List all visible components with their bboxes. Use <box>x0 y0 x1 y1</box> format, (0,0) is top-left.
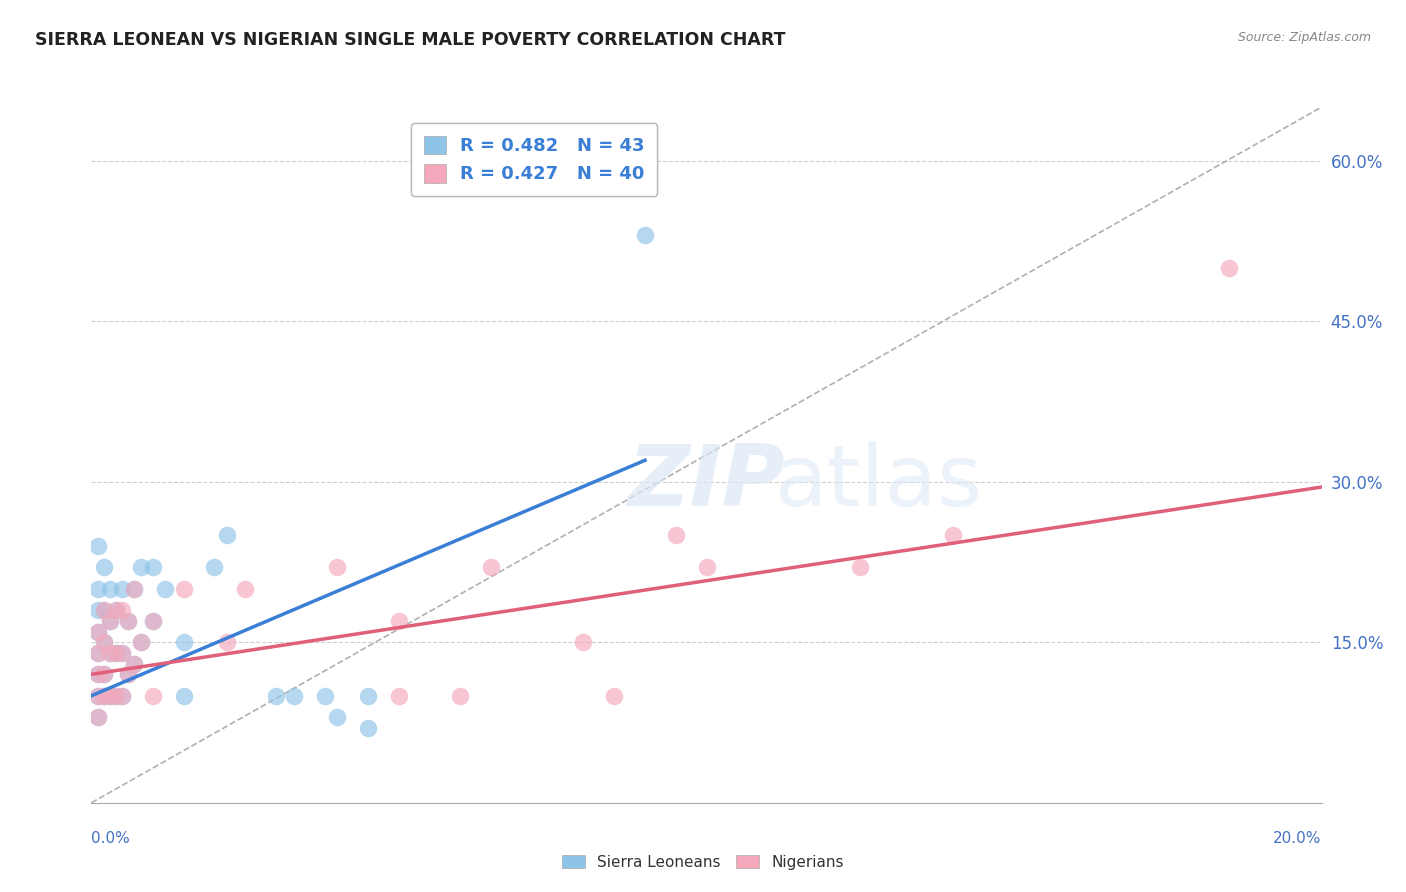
Point <box>388 689 411 703</box>
Point <box>98 689 121 703</box>
Point <box>93 635 115 649</box>
Point <box>117 667 139 681</box>
Point <box>117 614 139 628</box>
Point <box>173 582 195 596</box>
Point <box>215 635 238 649</box>
Point <box>326 560 349 574</box>
Point <box>105 689 127 703</box>
Legend: R = 0.482   N = 43, R = 0.427   N = 40: R = 0.482 N = 43, R = 0.427 N = 40 <box>412 123 657 196</box>
Point <box>105 689 127 703</box>
Point <box>153 582 177 596</box>
Point <box>357 689 380 703</box>
Point <box>173 689 195 703</box>
Point <box>98 582 121 596</box>
Point <box>86 689 108 703</box>
Point <box>111 689 134 703</box>
Point <box>98 646 121 660</box>
Point <box>86 689 108 703</box>
Point <box>93 689 115 703</box>
Point <box>86 624 108 639</box>
Text: Source: ZipAtlas.com: Source: ZipAtlas.com <box>1237 31 1371 45</box>
Point <box>449 689 471 703</box>
Point <box>142 689 165 703</box>
Point <box>357 721 380 735</box>
Point <box>111 689 134 703</box>
Point <box>314 689 336 703</box>
Point <box>93 560 115 574</box>
Point <box>264 689 287 703</box>
Point <box>117 614 139 628</box>
Point <box>98 689 121 703</box>
Point <box>105 603 127 617</box>
Point <box>98 646 121 660</box>
Point <box>105 646 127 660</box>
Point <box>129 635 152 649</box>
Point <box>572 635 595 649</box>
Point <box>86 539 108 553</box>
Point <box>283 689 305 703</box>
Point <box>86 710 108 724</box>
Point <box>603 689 626 703</box>
Point <box>142 614 165 628</box>
Point <box>105 646 127 660</box>
Point <box>173 635 195 649</box>
Point <box>942 528 965 542</box>
Point <box>124 582 146 596</box>
Point <box>111 646 134 660</box>
Point <box>117 667 139 681</box>
Point <box>93 667 115 681</box>
Point <box>98 614 121 628</box>
Point <box>86 646 108 660</box>
Point <box>93 667 115 681</box>
Point <box>86 624 108 639</box>
Text: atlas: atlas <box>775 442 983 524</box>
Point <box>1218 260 1240 275</box>
Point <box>93 689 115 703</box>
Point <box>93 603 115 617</box>
Point <box>215 528 238 542</box>
Point <box>634 228 657 243</box>
Point <box>111 582 134 596</box>
Point <box>86 603 108 617</box>
Point <box>665 528 688 542</box>
Legend: Sierra Leoneans, Nigerians: Sierra Leoneans, Nigerians <box>554 847 852 877</box>
Point <box>129 560 152 574</box>
Point <box>326 710 349 724</box>
Point <box>86 667 108 681</box>
Point <box>388 614 411 628</box>
Text: 0.0%: 0.0% <box>91 831 131 846</box>
Point <box>124 657 146 671</box>
Point <box>93 603 115 617</box>
Point <box>86 646 108 660</box>
Point <box>111 603 134 617</box>
Point <box>849 560 872 574</box>
Point <box>202 560 225 574</box>
Point <box>479 560 502 574</box>
Point <box>142 560 165 574</box>
Point <box>111 646 134 660</box>
Point <box>124 657 146 671</box>
Point <box>142 614 165 628</box>
Point <box>129 635 152 649</box>
Point <box>86 582 108 596</box>
Point <box>105 603 127 617</box>
Point <box>86 667 108 681</box>
Point <box>696 560 718 574</box>
Point <box>93 635 115 649</box>
Text: ZIP: ZIP <box>627 442 786 524</box>
Point <box>98 614 121 628</box>
Text: 20.0%: 20.0% <box>1274 831 1322 846</box>
Point <box>86 710 108 724</box>
Point <box>233 582 256 596</box>
Point <box>124 582 146 596</box>
Text: SIERRA LEONEAN VS NIGERIAN SINGLE MALE POVERTY CORRELATION CHART: SIERRA LEONEAN VS NIGERIAN SINGLE MALE P… <box>35 31 786 49</box>
